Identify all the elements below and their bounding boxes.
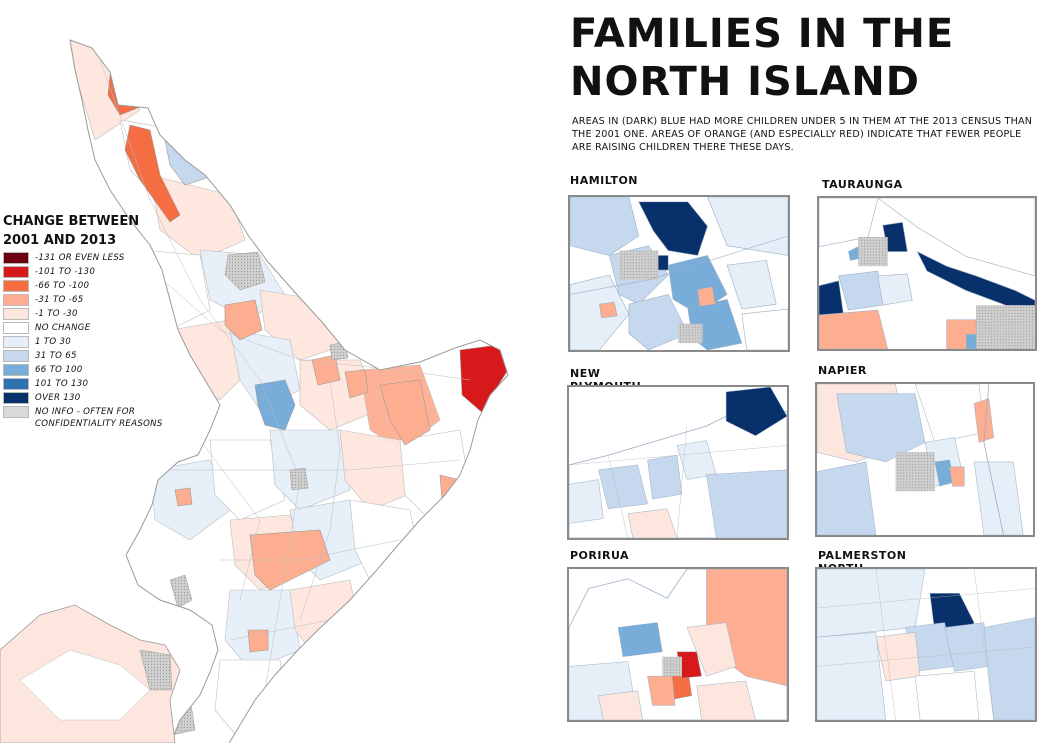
legend-label: OVER 130 <box>35 393 81 403</box>
inset-map-napier <box>815 382 1035 537</box>
legend-swatch <box>3 350 29 362</box>
legend-label: NO CHANGE <box>35 323 91 333</box>
legend-swatch <box>3 322 29 334</box>
inset-label-tauranga: TAURAUNGA <box>822 178 903 191</box>
legend-swatch <box>3 280 29 292</box>
legend-item: NO INFO - OFTEN FOR CONFIDENTIALITY REAS… <box>3 406 203 436</box>
map-legend: CHANGE BETWEEN 2001 AND 2013 -131 OR EVE… <box>3 212 203 436</box>
legend-item: OVER 130 <box>3 392 203 406</box>
legend-swatch <box>3 336 29 348</box>
legend-swatch <box>3 252 29 264</box>
legend-swatch <box>3 294 29 306</box>
legend-label: 1 TO 30 <box>35 337 71 347</box>
legend-swatch <box>3 364 29 376</box>
legend-item: -1 TO -30 <box>3 308 203 322</box>
inset-map-porirua <box>567 567 789 722</box>
inset-map-new-plymouth <box>567 385 789 540</box>
legend-label: 31 TO 65 <box>35 351 77 361</box>
inset-map-palmerston-north <box>815 567 1037 722</box>
legend-label: NO INFO - OFTEN FOR CONFIDENTIALITY REAS… <box>35 407 163 429</box>
description: AREAS IN (DARK) BLUE HAD MORE CHILDREN U… <box>572 116 1033 153</box>
legend-label: -31 TO -65 <box>35 295 84 305</box>
inset-label-hamilton: HAMILTON <box>570 174 639 187</box>
inset-label-porirua: PORIRUA <box>570 549 630 562</box>
inset-label-napier: NAPIER <box>818 364 867 377</box>
legend-item: -101 TO -130 <box>3 266 203 280</box>
inset-map-hamilton <box>568 195 790 352</box>
legend-item: 31 TO 65 <box>3 350 203 364</box>
legend-item: 66 TO 100 <box>3 364 203 378</box>
legend-title-line-2: 2001 AND 2013 <box>3 233 117 248</box>
legend-item: -31 TO -65 <box>3 294 203 308</box>
legend-swatch <box>3 266 29 278</box>
title-line-2: NORTH ISLAND <box>570 59 920 105</box>
legend-swatch <box>3 406 29 418</box>
legend-swatch <box>3 392 29 404</box>
legend-item: 1 TO 30 <box>3 336 203 350</box>
legend-item: -66 TO -100 <box>3 280 203 294</box>
legend-item: 101 TO 130 <box>3 378 203 392</box>
legend-label: -101 TO -130 <box>35 267 96 277</box>
inset-map-tauranga <box>817 196 1037 351</box>
legend-swatch <box>3 378 29 390</box>
legend-label: -131 OR EVEN LESS <box>35 253 125 263</box>
page-title: FAMILIES IN THE NORTH ISLAND <box>570 10 1040 106</box>
legend-label: -66 TO -100 <box>35 281 90 291</box>
north-island-map <box>0 39 509 743</box>
legend-title: CHANGE BETWEEN 2001 AND 2013 <box>3 212 203 250</box>
legend-item: -131 OR EVEN LESS <box>3 252 203 266</box>
legend-label: 66 TO 100 <box>35 365 83 375</box>
legend-label: 101 TO 130 <box>35 379 89 389</box>
legend-label: -1 TO -30 <box>35 309 78 319</box>
legend-item: NO CHANGE <box>3 322 203 336</box>
south-island-fragment <box>0 604 181 743</box>
legend-title-line-1: CHANGE BETWEEN <box>3 214 140 229</box>
title-line-1: FAMILIES IN THE <box>570 11 955 57</box>
legend-swatch <box>3 308 29 320</box>
